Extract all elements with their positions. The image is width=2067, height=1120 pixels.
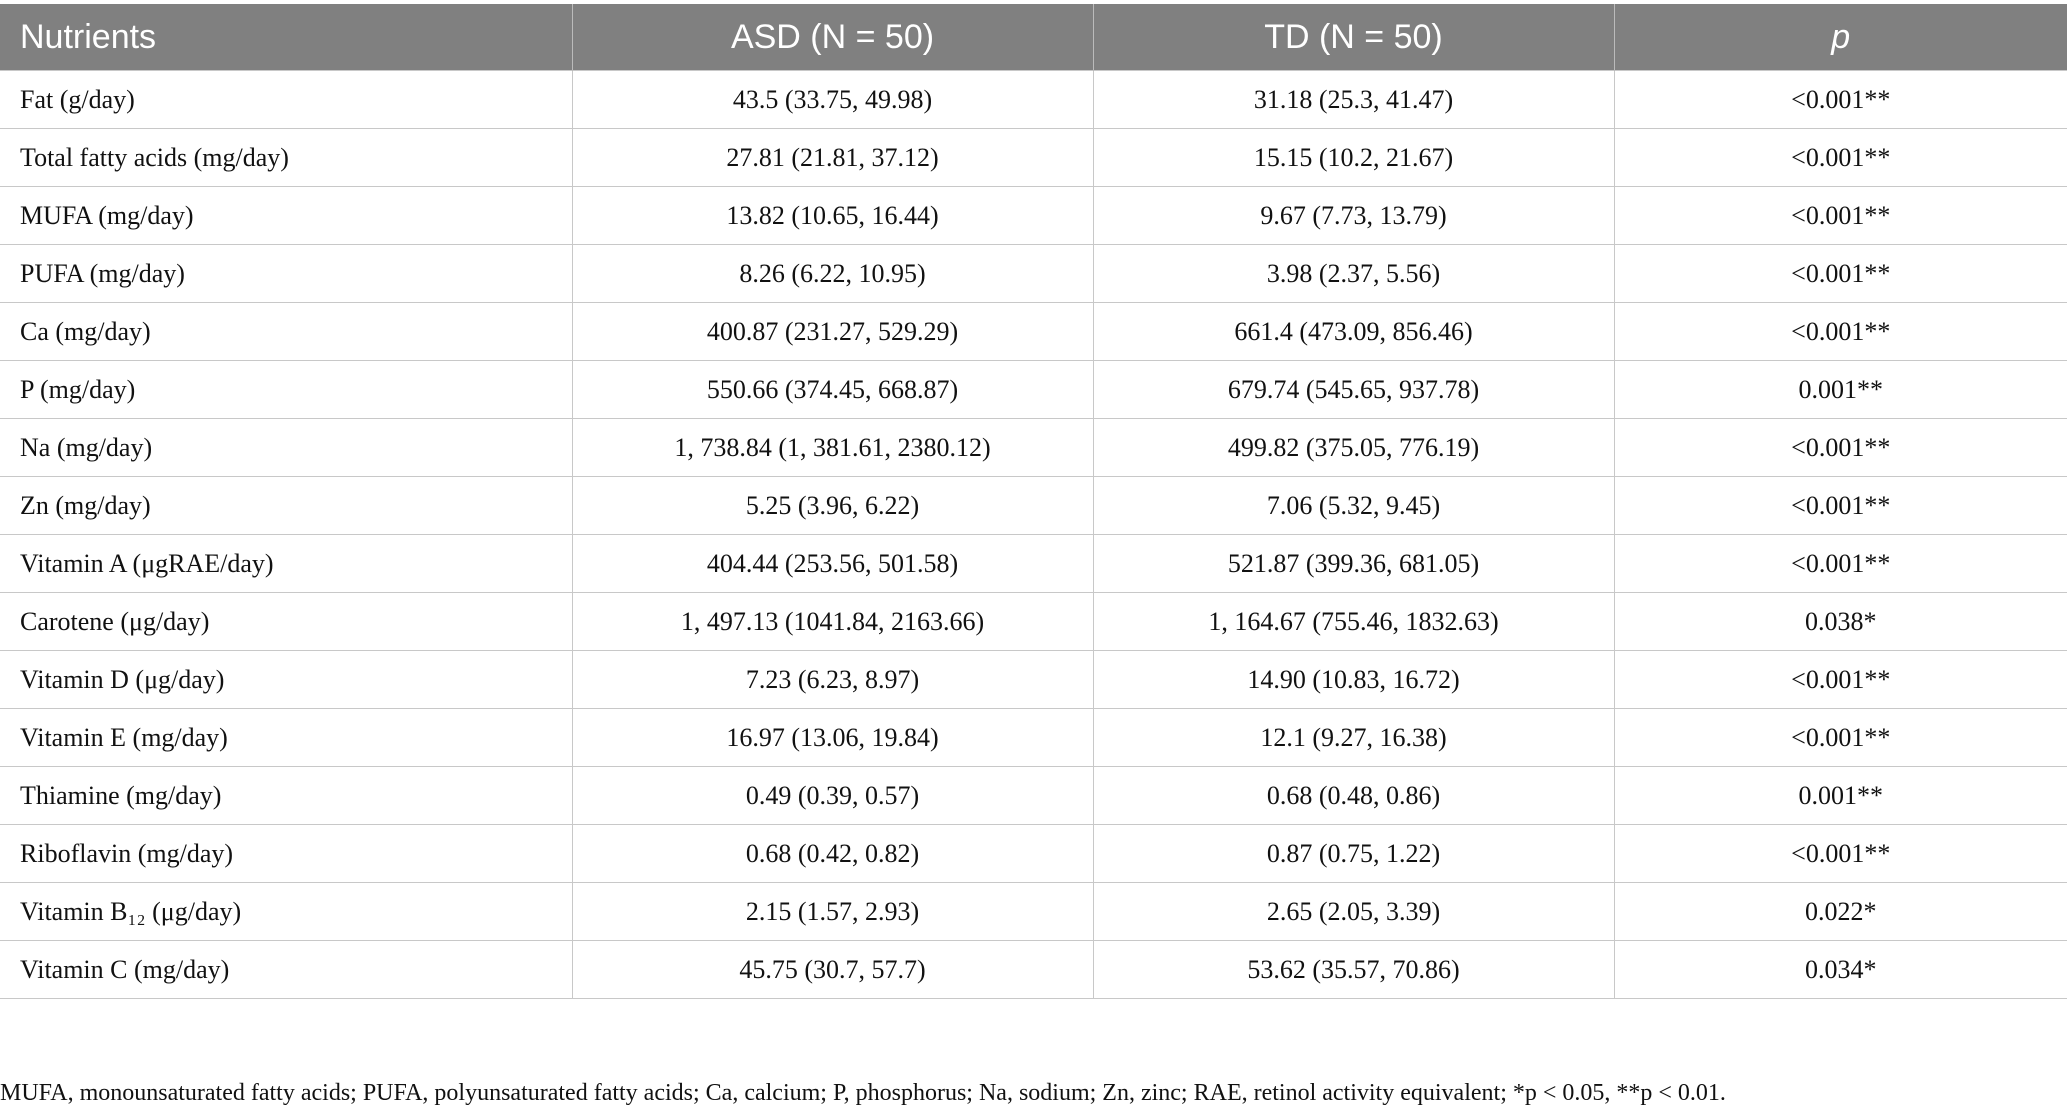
table-row: Vitamin B₁₂ (μg/day) 2.15 (1.57, 2.93) 2.6… (0, 882, 2067, 941)
table-cell: 5.25 (3.96, 6.22) (571, 476, 1093, 535)
table-cell: <0.001** (1613, 128, 2067, 187)
table-cell: 9.67 (7.73, 13.79) (1092, 186, 1614, 245)
table-cell: 400.87 (231.27, 529.29) (571, 302, 1093, 361)
table-cell: <0.001** (1613, 650, 2067, 709)
table-cell: 0.038* (1613, 592, 2067, 651)
table-cell: 0.68 (0.48, 0.86) (1092, 766, 1614, 825)
table-row: Riboflavin (mg/day) 0.68 (0.42, 0.82) 0.87… (0, 824, 2067, 883)
table-cell: <0.001** (1613, 534, 2067, 593)
table-row: Zn (mg/day) 5.25 (3.96, 6.22) 7.06 (5.32, … (0, 476, 2067, 535)
table-cell: 1, 497.13 (1041.84, 2163.66) (571, 592, 1093, 651)
table-cell: Na (mg/day) (0, 418, 572, 477)
table-cell: 45.75 (30.7, 57.7) (571, 940, 1093, 999)
table-cell: <0.001** (1613, 302, 2067, 361)
table-cell: 3.98 (2.37, 5.56) (1092, 244, 1614, 303)
table-cell: Total fatty acids (mg/day) (0, 128, 572, 187)
table-cell: Zn (mg/day) (0, 476, 572, 535)
table-cell: 499.82 (375.05, 776.19) (1092, 418, 1614, 477)
table-row: Vitamin E (mg/day) 16.97 (13.06, 19.84) 12… (0, 708, 2067, 767)
table-cell: 7.23 (6.23, 8.97) (571, 650, 1093, 709)
table-cell: 15.15 (10.2, 21.67) (1092, 128, 1614, 187)
nutrient-table: Nutrients ASD (N = 50) TD (N = 50) p Fat (g… (0, 4, 2067, 999)
header-row: Nutrients ASD (N = 50) TD (N = 50) p (0, 4, 2067, 71)
table-cell: PUFA (mg/day) (0, 244, 572, 303)
table-cell: Vitamin A (μgRAE/day) (0, 534, 572, 593)
table-cell: <0.001** (1613, 418, 2067, 477)
table-cell: 0.001** (1613, 766, 2067, 825)
table-body: Fat (g/day) 43.5 (33.75, 49.98) 31.18 (25.… (0, 70, 2067, 999)
table-cell: Vitamin C (mg/day) (0, 940, 572, 999)
table-cell: 1, 164.67 (755.46, 1832.63) (1092, 592, 1614, 651)
table-cell: P (mg/day) (0, 360, 572, 419)
table-row: Thiamine (mg/day) 0.49 (0.39, 0.57) 0.68 (… (0, 766, 2067, 825)
table-cell: 679.74 (545.65, 937.78) (1092, 360, 1614, 419)
table-cell: 550.66 (374.45, 668.87) (571, 360, 1093, 419)
table-row: Total fatty acids (mg/day) 27.81 (21.81, … (0, 128, 2067, 187)
table-cell: <0.001** (1613, 70, 2067, 129)
table-cell: 0.022* (1613, 882, 2067, 941)
table-cell: 14.90 (10.83, 16.72) (1092, 650, 1614, 709)
table-row: Vitamin A (μgRAE/day) 404.44 (253.56, 501… (0, 534, 2067, 593)
table-row: Na (mg/day) 1, 738.84 (1, 381.61, 2380.12… (0, 418, 2067, 477)
table-cell: 8.26 (6.22, 10.95) (571, 244, 1093, 303)
header-cell: p (1613, 4, 2067, 71)
table-cell: <0.001** (1613, 708, 2067, 767)
table-cell: Ca (mg/day) (0, 302, 572, 361)
table-cell: 31.18 (25.3, 41.47) (1092, 70, 1614, 129)
table-row: MUFA (mg/day) 13.82 (10.65, 16.44) 9.67 (7… (0, 186, 2067, 245)
table-cell: Vitamin D (μg/day) (0, 650, 572, 709)
header-cell: ASD (N = 50) (571, 4, 1093, 71)
table-cell: 1, 738.84 (1, 381.61, 2380.12) (571, 418, 1093, 477)
table-cell: 12.1 (9.27, 16.38) (1092, 708, 1614, 767)
table-cell: 13.82 (10.65, 16.44) (571, 186, 1093, 245)
table-cell: 404.44 (253.56, 501.58) (571, 534, 1093, 593)
table-cell: Vitamin B₁₂ (μg/day) (0, 882, 572, 941)
table-row: Vitamin C (mg/day) 45.75 (30.7, 57.7) 53.6… (0, 940, 2067, 999)
table-row: PUFA (mg/day) 8.26 (6.22, 10.95) 3.98 (2.3… (0, 244, 2067, 303)
table-cell: Riboflavin (mg/day) (0, 824, 572, 883)
table-cell: 7.06 (5.32, 9.45) (1092, 476, 1614, 535)
table-cell: 0.034* (1613, 940, 2067, 999)
table-cell: 2.65 (2.05, 3.39) (1092, 882, 1614, 941)
header-cell: TD (N = 50) (1092, 4, 1614, 71)
table-cell: 0.87 (0.75, 1.22) (1092, 824, 1614, 883)
table-cell: Thiamine (mg/day) (0, 766, 572, 825)
table-cell: <0.001** (1613, 186, 2067, 245)
table-cell: <0.001** (1613, 824, 2067, 883)
table-cell: MUFA (mg/day) (0, 186, 572, 245)
table-row: Carotene (μg/day) 1, 497.13 (1041.84, 216… (0, 592, 2067, 651)
table-cell: Fat (g/day) (0, 70, 572, 129)
table-cell: <0.001** (1613, 244, 2067, 303)
table-cell: Vitamin E (mg/day) (0, 708, 572, 767)
table-row: Ca (mg/day) 400.87 (231.27, 529.29) 661.4 … (0, 302, 2067, 361)
footnote: MUFA, monounsaturated fatty acids; PUFA,… (0, 1080, 1726, 1106)
header-cell: Nutrients (0, 4, 572, 71)
table-cell: 0.001** (1613, 360, 2067, 419)
table-cell: 521.87 (399.36, 681.05) (1092, 534, 1614, 593)
table-cell: 0.49 (0.39, 0.57) (571, 766, 1093, 825)
table-cell: 27.81 (21.81, 37.12) (571, 128, 1093, 187)
table-cell: Carotene (μg/day) (0, 592, 572, 651)
table-cell: 43.5 (33.75, 49.98) (571, 70, 1093, 129)
table-cell: 16.97 (13.06, 19.84) (571, 708, 1093, 767)
table-row: Fat (g/day) 43.5 (33.75, 49.98) 31.18 (25.… (0, 70, 2067, 129)
table-cell: 0.68 (0.42, 0.82) (571, 824, 1093, 883)
table-row: Vitamin D (μg/day) 7.23 (6.23, 8.97) 14.90… (0, 650, 2067, 709)
table-cell: 53.62 (35.57, 70.86) (1092, 940, 1614, 999)
table-cell: <0.001** (1613, 476, 2067, 535)
table-cell: 661.4 (473.09, 856.46) (1092, 302, 1614, 361)
table-cell: 2.15 (1.57, 2.93) (571, 882, 1093, 941)
table-row: P (mg/day) 550.66 (374.45, 668.87) 679.74 … (0, 360, 2067, 419)
